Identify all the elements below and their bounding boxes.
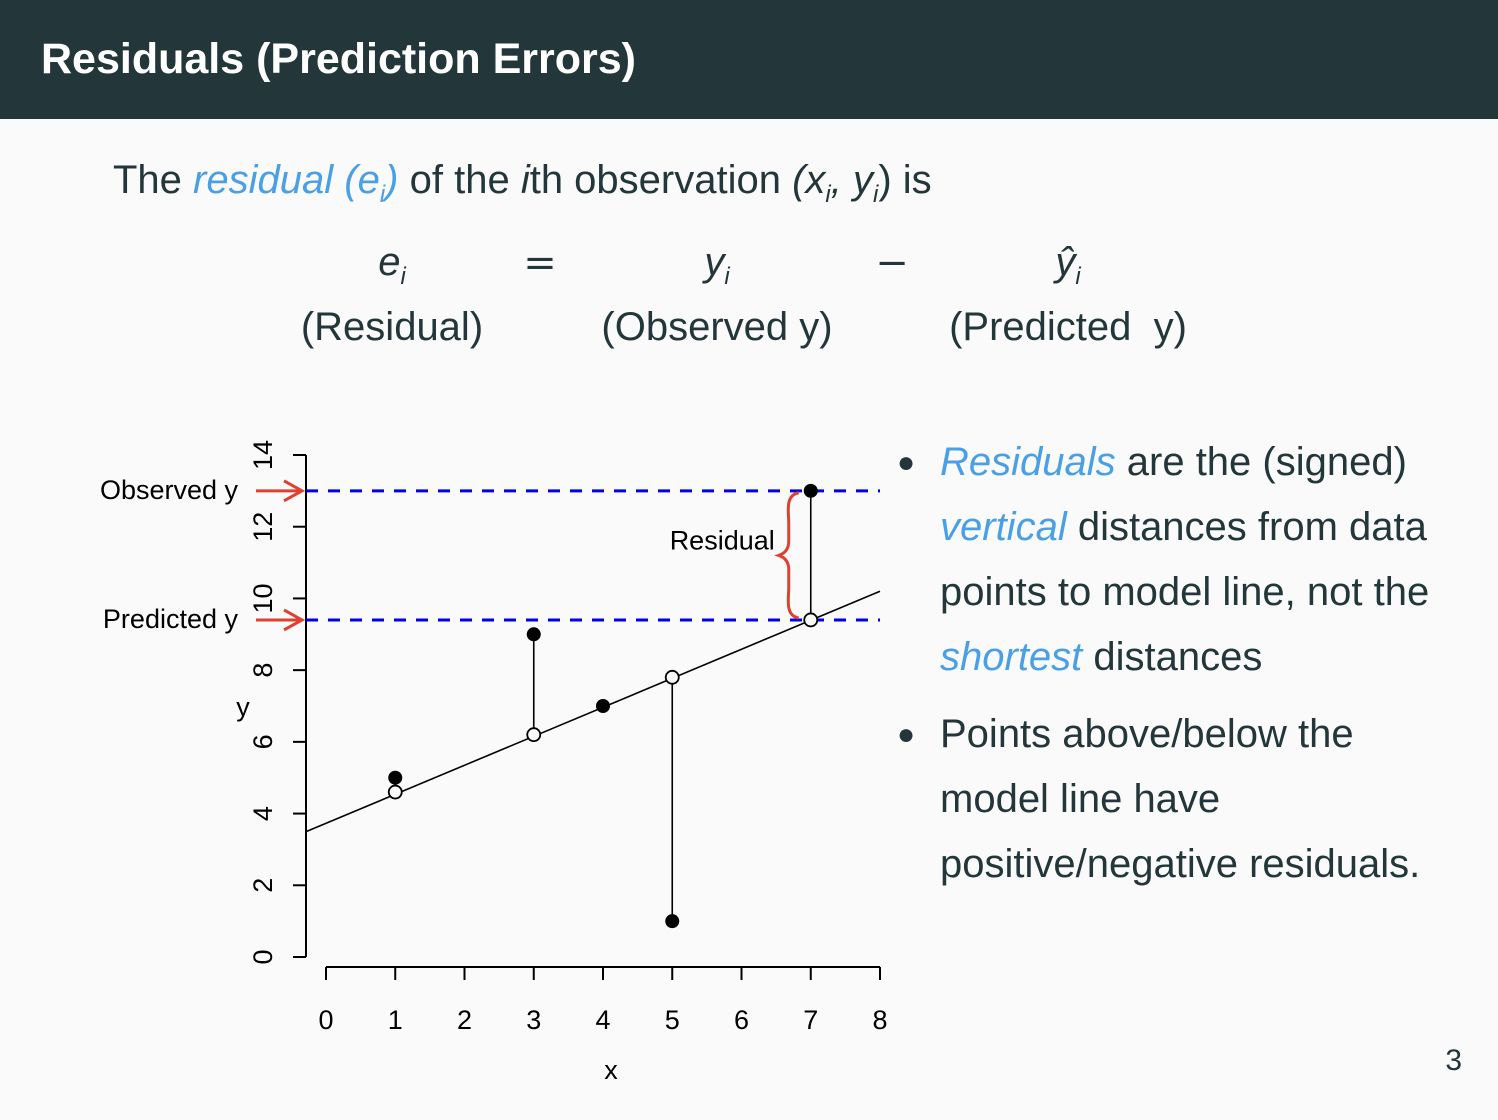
intro-text-1: The xyxy=(113,158,194,202)
eq-label-observed: (Observed y) xyxy=(601,305,833,349)
equation-row: ei = yi − ŷi xyxy=(0,240,1498,290)
y-tick-label: 12 xyxy=(248,512,278,542)
obs-close: ) xyxy=(878,158,892,202)
x-tick-label: 7 xyxy=(803,1005,818,1035)
eq-yhat: ŷ xyxy=(1055,240,1076,284)
intro-sentence: The residual (ei) of the ith observation… xyxy=(113,154,932,221)
eq-label-residual: (Residual) xyxy=(300,305,484,349)
residual-word: residual xyxy=(193,158,334,202)
residual-symbol: (e xyxy=(344,158,380,202)
bullet-item-1: ● Residuals are the (signed) vertical di… xyxy=(897,430,1457,690)
bullet-1-em-shortest: shortest xyxy=(940,635,1083,679)
eq-y: y xyxy=(704,240,725,284)
red-arrow-icon xyxy=(283,608,306,632)
residual-brace-label: Residual xyxy=(670,525,775,555)
bullet-dot-icon: ● xyxy=(897,718,916,751)
y-tick-label: 4 xyxy=(248,806,278,821)
page-number: 3 xyxy=(1445,1044,1462,1077)
y-axis-label: y xyxy=(236,692,250,722)
predicted-point xyxy=(387,784,403,800)
x-tick-label: 3 xyxy=(526,1005,541,1035)
bullet-item-2: ● Points above/below the model line have… xyxy=(897,702,1457,897)
eq-minus: − xyxy=(875,240,909,286)
observed-y-label: Observed y xyxy=(100,475,239,505)
observed-point xyxy=(388,770,403,785)
obs-open: (x xyxy=(792,158,826,202)
eq-yhat-sub: i xyxy=(1075,263,1081,290)
eq-label-predicted: (Predicted y) xyxy=(949,305,1187,349)
bullet-2-text: Points above/below the model line have p… xyxy=(940,712,1421,886)
obs-mid: , y xyxy=(830,158,873,202)
obs-sub-1: i xyxy=(825,181,831,208)
y-tick-label: 8 xyxy=(248,663,278,678)
observed-point xyxy=(596,699,610,713)
bullet-1-text-a: are the (signed) xyxy=(1115,440,1407,484)
slide-title: Residuals (Prediction Errors) xyxy=(41,35,636,83)
bullet-dot-icon: ● xyxy=(897,446,916,479)
predicted-point xyxy=(664,669,680,685)
bullet-list: ● Residuals are the (signed) vertical di… xyxy=(897,430,1457,897)
x-tick-label: 2 xyxy=(457,1005,472,1035)
eq-e-sub: i xyxy=(400,263,406,290)
bullet-1-text-c: distances xyxy=(1082,635,1263,679)
residual-subscript: i xyxy=(379,181,386,208)
observed-point xyxy=(665,914,680,929)
equation-labels-row: (Residual) (Observed y) (Predicted y) xyxy=(0,305,1498,355)
x-tick-label: 4 xyxy=(595,1005,610,1035)
residual-term: residual (ei) xyxy=(193,158,399,208)
x-tick-label: 8 xyxy=(872,1005,887,1035)
predicted-point xyxy=(803,612,819,628)
eq-predicted-symbol: ŷi xyxy=(1055,240,1080,291)
observed-point xyxy=(526,627,541,642)
bullet-1-text-b: distances from data points to model line… xyxy=(940,505,1430,614)
eq-observed-symbol: yi xyxy=(704,240,729,291)
y-tick-label: 2 xyxy=(248,878,278,893)
x-tick-label: 1 xyxy=(388,1005,403,1035)
residual-brace xyxy=(774,491,800,620)
y-tick-label: 10 xyxy=(248,583,278,613)
observed-point xyxy=(803,483,818,498)
residual-close: ) xyxy=(385,158,399,202)
eq-equals: = xyxy=(523,240,557,286)
x-axis-label: x xyxy=(604,1055,618,1085)
x-tick-label: 0 xyxy=(318,1005,333,1035)
red-arrow-icon xyxy=(283,479,306,503)
intro-i: i xyxy=(520,158,530,202)
header-bar: Residuals (Prediction Errors) xyxy=(0,0,1498,119)
y-tick-label: 0 xyxy=(248,949,278,964)
x-tick-label: 6 xyxy=(734,1005,749,1035)
intro-text-3: th observation xyxy=(529,158,793,202)
intro-text-4: is xyxy=(891,158,932,202)
obs-sub-2: i xyxy=(873,181,879,208)
y-tick-label: 14 xyxy=(248,440,278,470)
eq-residual-symbol: ei xyxy=(378,240,406,291)
predicted-y-label: Predicted y xyxy=(103,604,239,634)
eq-e: e xyxy=(378,240,401,284)
y-tick-label: 6 xyxy=(248,734,278,749)
intro-text-2: of the xyxy=(398,158,521,202)
predicted-point xyxy=(526,727,542,743)
bullet-1-em-vertical: vertical xyxy=(940,505,1067,549)
x-tick-label: 5 xyxy=(665,1005,680,1035)
bullet-1-em-residuals: Residuals xyxy=(940,440,1116,484)
eq-y-sub: i xyxy=(724,263,730,290)
